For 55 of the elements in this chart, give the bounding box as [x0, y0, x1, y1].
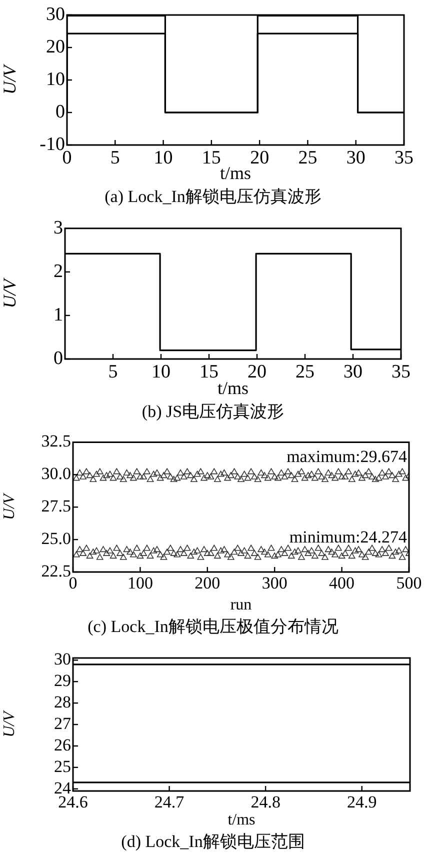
x-tick-label: 20 — [248, 361, 266, 382]
y-axis-title: U/V — [0, 709, 18, 738]
x-tick-label: 35 — [392, 361, 410, 382]
x-tick-label: 5 — [110, 147, 120, 168]
y-tick-label: 2 — [54, 260, 63, 282]
y-tick-label: 25 — [54, 756, 71, 776]
y-tick-label: 29 — [54, 671, 71, 690]
y-tick-label: 1 — [54, 304, 63, 326]
x-tick-label: 100 — [127, 574, 153, 593]
text: (c) Lock_In解锁电压极值分布情况 — [86, 616, 340, 638]
annotation: minimum:24.274 — [289, 528, 408, 547]
text: (a) Lock_In解锁电压仿真波形 — [104, 186, 322, 208]
x-tick-label: 24.8 — [250, 792, 280, 812]
x-tick-label: 300 — [262, 574, 288, 593]
x-tick-label: 500 — [396, 574, 422, 593]
x-axis-title: t/ms — [217, 378, 249, 398]
y-axis-title: U/V — [0, 277, 20, 308]
x-axis-title: t/ms — [228, 812, 256, 829]
text: (b) JS电压仿真波形 — [140, 401, 286, 423]
y-tick-label: 3 — [54, 217, 63, 238]
y-axis-title: U/V — [0, 64, 20, 94]
x-tick-label: 15 — [200, 361, 218, 382]
text: (d) Lock_In解锁电压范围 — [120, 831, 306, 853]
y-tick-label: 20 — [46, 36, 65, 58]
y-tick-label: 10 — [46, 68, 65, 90]
y-tick-label: 30 — [54, 650, 71, 669]
x-tick-label: 24.7 — [154, 792, 185, 812]
annotation: maximum:29.674 — [286, 447, 408, 466]
y-tick-label: 30.0 — [41, 464, 71, 484]
y-tick-label: 30 — [46, 4, 65, 25]
x-tick-label: 35 — [394, 147, 414, 168]
x-tick-label: 10 — [154, 147, 173, 168]
x-tick-label: 24.9 — [346, 792, 377, 812]
x-axis-title: run — [230, 596, 252, 614]
y-tick-label: 22.5 — [41, 561, 71, 580]
x-tick-label: 5 — [108, 361, 118, 382]
x-tick-label: 10 — [152, 361, 170, 382]
x-tick-label: 30 — [346, 147, 366, 168]
x-tick-label: 15 — [202, 147, 221, 168]
x-tick-label: 25 — [298, 147, 318, 168]
y-axis-title: U/V — [0, 492, 18, 520]
y-tick-label: 27.5 — [41, 496, 71, 516]
y-tick-label: 0 — [54, 348, 63, 369]
y-tick-label: 28 — [54, 692, 71, 712]
y-tick-label: 0 — [56, 101, 65, 122]
x-tick-label: 20 — [250, 147, 270, 168]
x-axis-title: t/ms — [220, 162, 252, 183]
x-tick-label: 400 — [329, 574, 355, 593]
x-tick-label: 30 — [344, 361, 362, 382]
y-tick-label: 32.5 — [41, 432, 71, 451]
y-tick-label: 25.0 — [41, 529, 71, 548]
y-tick-label: 26 — [54, 735, 71, 754]
x-tick-label: 25 — [296, 361, 314, 382]
y-tick-label: 27 — [54, 714, 72, 733]
x-tick-label: 200 — [194, 574, 220, 593]
